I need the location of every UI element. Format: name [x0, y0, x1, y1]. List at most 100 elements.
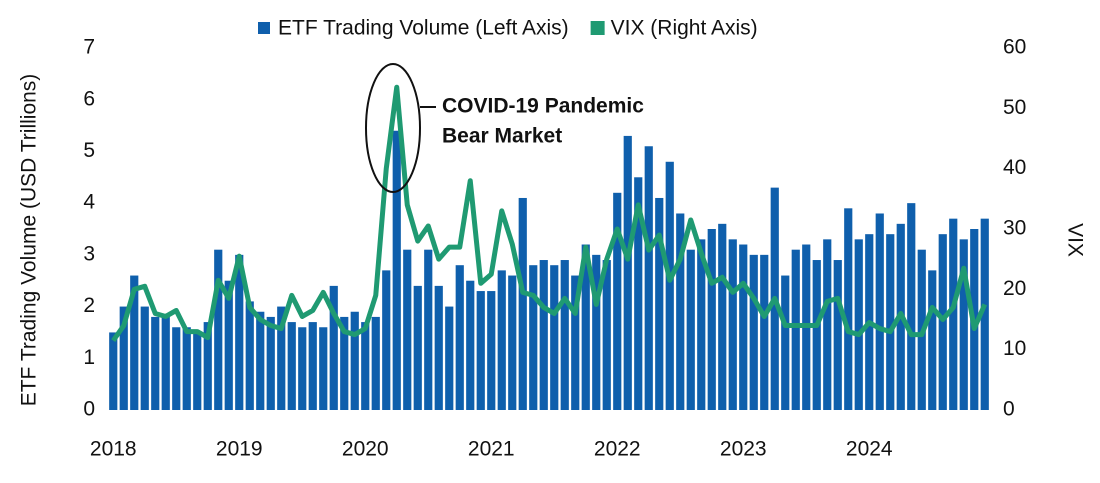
bar	[697, 239, 706, 410]
bar	[623, 135, 632, 410]
bar	[571, 275, 580, 410]
bar	[602, 260, 611, 410]
y-tick-label: 5	[83, 139, 95, 162]
bar	[182, 327, 191, 410]
x-tick-label: 2020	[342, 438, 389, 461]
legend-label: ETF Trading Volume (Left Axis)	[278, 17, 569, 40]
bar	[371, 316, 380, 410]
bar	[529, 265, 538, 410]
bar	[749, 254, 758, 410]
bar	[655, 197, 664, 410]
y-tick-label: 6	[83, 87, 95, 110]
bar	[392, 130, 401, 410]
x-tick-label: 2018	[90, 438, 137, 461]
y-tick-label: 2	[83, 294, 95, 317]
y-tick-label: 0	[83, 398, 95, 421]
bar	[256, 311, 265, 410]
bar	[539, 260, 548, 410]
bar	[476, 291, 485, 410]
bar	[823, 239, 832, 410]
annotation-ellipse	[365, 63, 421, 193]
bar	[781, 275, 790, 410]
y2-axis-title: VIX	[1063, 223, 1086, 257]
bar	[340, 316, 349, 410]
bar	[319, 327, 328, 410]
y2-tick-label: 0	[1003, 398, 1015, 421]
x-tick-label: 2023	[720, 438, 767, 461]
bar	[130, 275, 139, 410]
legend-label: VIX (Right Axis)	[611, 17, 758, 40]
bar	[665, 161, 674, 410]
legend-swatch	[258, 22, 270, 34]
bar	[644, 146, 653, 410]
y2-tick-label: 50	[1003, 96, 1026, 119]
y2-tick-label: 30	[1003, 217, 1026, 240]
plot: 0 1 2 3 4 5 6 7 0 10 20 30 40 50 60 2018 2019 2020 2021 202…	[83, 17, 1026, 461]
bar	[424, 249, 433, 410]
bar	[140, 306, 149, 410]
bar	[980, 218, 989, 410]
bar	[676, 213, 685, 410]
bar	[434, 285, 443, 410]
bar	[298, 327, 307, 410]
bar	[791, 249, 800, 410]
y-axis-title: ETF Trading Volume (USD Trillions)	[18, 74, 41, 407]
bar	[266, 316, 275, 410]
bar	[907, 203, 916, 410]
bar	[445, 306, 454, 410]
bar	[959, 239, 968, 410]
bar	[308, 322, 317, 410]
bar	[949, 218, 958, 410]
x-tick-label: 2024	[846, 438, 893, 461]
y-tick-label: 1	[83, 346, 95, 369]
bar	[172, 327, 181, 410]
bar	[686, 249, 695, 410]
x-tick-label: 2021	[468, 438, 515, 461]
bar	[760, 254, 769, 410]
bar	[224, 280, 233, 410]
bar	[455, 265, 464, 410]
y-tick-label: 4	[83, 191, 95, 214]
bar	[844, 208, 853, 410]
bar	[413, 285, 422, 410]
bar	[235, 254, 244, 410]
bar	[928, 270, 937, 410]
bar	[214, 249, 223, 410]
bar	[938, 234, 947, 410]
bar	[508, 275, 517, 410]
bar	[707, 229, 716, 410]
bar	[403, 249, 412, 410]
bar	[119, 306, 128, 410]
x-tick-label: 2019	[216, 438, 263, 461]
bar	[287, 322, 296, 410]
bar	[350, 311, 359, 410]
bar	[151, 316, 160, 410]
bar	[245, 301, 254, 410]
bar	[812, 260, 821, 410]
y-tick-label: 7	[83, 36, 95, 59]
y2-tick-label: 20	[1003, 277, 1026, 300]
y2-tick-label: 10	[1003, 337, 1026, 360]
bar	[109, 332, 118, 410]
bar	[193, 332, 202, 410]
bar	[203, 322, 212, 410]
bar	[875, 213, 884, 410]
bar	[592, 254, 601, 410]
bar	[718, 223, 727, 410]
legend-swatch	[590, 21, 605, 35]
x-tick-label: 2022	[594, 438, 641, 461]
bar	[613, 192, 622, 410]
line	[111, 84, 988, 343]
bar	[487, 291, 496, 410]
bar	[382, 270, 391, 410]
bar	[277, 306, 286, 410]
bar	[466, 280, 475, 410]
bar	[497, 270, 506, 410]
bar	[518, 197, 527, 410]
annotation: Bear Market	[442, 125, 562, 148]
bar	[329, 285, 338, 410]
bar	[634, 177, 643, 410]
y-tick-label: 3	[83, 242, 95, 265]
bar	[560, 260, 569, 410]
